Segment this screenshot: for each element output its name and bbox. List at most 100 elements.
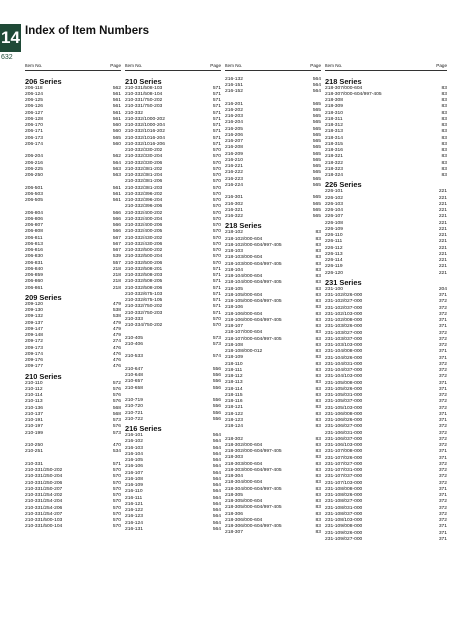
item-number: 218-307 (225, 530, 243, 536)
item-number: 218-104/000-604 (225, 274, 263, 279)
item-number: 206-808 (25, 229, 43, 235)
page-ref: 83 (441, 116, 447, 122)
index-entry: 218-305/000-604 83 (225, 499, 321, 505)
header-page: Page (210, 63, 221, 68)
item-number: 206-807 (25, 223, 43, 228)
page-ref: 566 (112, 210, 121, 216)
page-ref: 564 (212, 458, 221, 463)
item-number: 210-332/1000-204 (125, 123, 165, 128)
page-ref: 563 (112, 166, 121, 172)
index-entry: 206-124 561 (25, 92, 121, 98)
item-number: 218-304 (225, 474, 243, 479)
page-ref: 573 (112, 430, 121, 436)
item-number: 210-332/430-206 (125, 241, 163, 247)
item-number: 206-216 (25, 160, 43, 166)
index-entry: 216-205 565 (225, 127, 321, 133)
page-ref: 565 (312, 120, 321, 126)
item-number: 210-332/508-203 (125, 273, 163, 278)
index-entry: 231-109/026-000 371 (325, 531, 447, 537)
page-ref: 372 (438, 336, 447, 342)
index-entry: 206-861 218 (25, 286, 121, 292)
item-number: 210-334/750-202 (125, 323, 163, 328)
item-number: 210-406 (125, 341, 143, 347)
index-entry: 210-110 572 (25, 381, 121, 387)
index-entry: 210-332/330-206 570 (125, 161, 221, 167)
item-number: 210-331/250-206 (25, 480, 63, 486)
index-entry: 210-332/330-204 570 (125, 154, 221, 160)
page-ref: 557 (112, 260, 121, 266)
item-number: 210-332/400-206 (125, 223, 163, 228)
item-number: 210-332/396-202 (125, 191, 163, 197)
index-entry: 210-658 556 (125, 386, 221, 392)
index-entry: 210-331/254-204 570 (25, 499, 121, 505)
item-number: 209-148 (25, 333, 43, 338)
page-ref: 83 (441, 110, 447, 116)
page-ref: 83 (315, 411, 321, 417)
item-number: 218-309 (325, 104, 343, 110)
page-ref: 570 (212, 235, 221, 241)
item-number: 206-816 (25, 248, 43, 253)
index-entry: 210-332/1016-206 571 (125, 142, 221, 148)
item-number: 218-108 (225, 342, 243, 348)
page-ref: 476 (112, 345, 121, 351)
item-number: 216-106 (125, 464, 143, 470)
page-ref: 371 (438, 493, 447, 498)
page-ref: 570 (212, 191, 221, 197)
item-number: 218-305 (225, 492, 243, 498)
index-entry: 218-106 83 (225, 305, 321, 311)
item-number: 206-505 (25, 198, 43, 203)
index-entry: 210-331/250-207 570 (25, 487, 121, 493)
page-ref: 566 (112, 229, 121, 235)
index-entry: 218-324 83 (325, 173, 447, 179)
page-ref: 83 (441, 98, 447, 103)
item-number: 218-105/000-604 (225, 292, 263, 298)
item-number: 231-109/008-000 (325, 524, 363, 530)
index-entry: 210-331/500-103 570 (25, 518, 121, 524)
index-entry: 209-172 274 (25, 339, 121, 345)
page-ref: 565 (312, 101, 321, 107)
item-number: 218-303/000-604/997-405 (225, 467, 282, 473)
page-ref: 83 (315, 286, 321, 292)
page-ref: 83 (315, 424, 321, 429)
item-number: 216-210 (225, 157, 243, 163)
page-ref: 372 (438, 499, 447, 505)
item-number: 216-322 (225, 214, 243, 219)
page-ref: 83 (315, 405, 321, 411)
index-entry: 210-720 556 (125, 404, 221, 410)
index-entry: 210-331/250-204 570 (25, 474, 121, 480)
item-number: 216-103 (125, 445, 143, 451)
item-number: 231-108/037-000 (325, 511, 363, 517)
item-number: 210-136 (25, 405, 43, 411)
index-entry: 216-302 565 (225, 202, 321, 208)
item-number: 210-331/508-104 (125, 91, 163, 97)
item-number: 210-720 (125, 404, 143, 410)
column-header: Item No. Page (125, 63, 221, 71)
item-number: 210-719 (125, 398, 143, 403)
item-number: 209-173 (25, 345, 43, 351)
page-ref: 372 (438, 368, 447, 373)
item-number: 206-840 (25, 266, 43, 272)
index-entry: 218-122 83 (225, 412, 321, 418)
page-ref: 83 (441, 166, 447, 172)
item-number: 218-106 (225, 305, 243, 311)
page-ref: 556 (212, 373, 221, 378)
index-entry: 218-305/000-604/997-405 83 (225, 505, 321, 511)
index-entry: 218-304/000-604/997-405 83 (225, 487, 321, 493)
item-number: 218-322 (325, 160, 343, 166)
item-number: 218-102/000-604 (225, 236, 263, 242)
page-ref: 479 (112, 326, 121, 332)
index-entry: 218-311 83 (325, 117, 447, 123)
index-entry: 206-830 539 (25, 254, 121, 260)
item-number: 218-107 (225, 324, 243, 329)
item-number: 231-109/027-000 (325, 536, 363, 542)
item-number: 216-203 (225, 114, 243, 119)
item-number: 216-107 (125, 470, 143, 476)
page-ref: 570 (212, 223, 221, 228)
item-number: 231-106/027-000 (325, 424, 363, 430)
index-entry: 210-332/1000-202 571 (125, 117, 221, 123)
item-number: 231-103/037-000 (325, 336, 363, 342)
index-column: Item No. Page 218 Series 218-307/000-604 83 2… (325, 63, 447, 543)
page-ref: 571 (212, 298, 221, 303)
index-entry: 218-321 83 (325, 154, 447, 160)
page-ref: 371 (438, 355, 447, 361)
